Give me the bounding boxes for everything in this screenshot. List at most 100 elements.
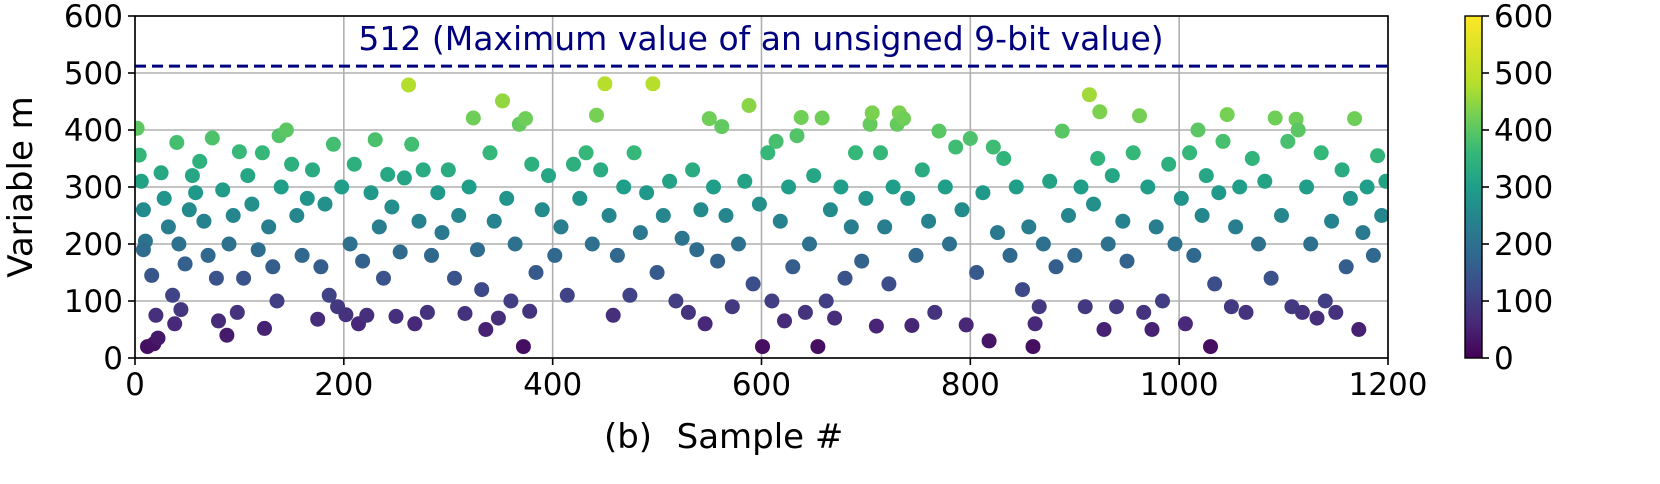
y-tick-label: 600	[64, 0, 123, 35]
data-point	[689, 242, 705, 258]
data-point	[1313, 145, 1329, 161]
data-point	[1109, 299, 1124, 315]
data-point	[559, 287, 575, 303]
data-point	[777, 313, 792, 329]
data-point	[1067, 247, 1083, 263]
data-point	[896, 111, 911, 127]
colorbar-tick-label: 100	[1494, 284, 1553, 320]
data-point	[299, 190, 315, 206]
data-point	[1299, 179, 1315, 195]
data-point	[662, 173, 678, 189]
data-point	[461, 179, 477, 195]
data-point	[1290, 122, 1306, 138]
data-point	[810, 339, 826, 355]
data-point	[566, 156, 581, 172]
data-point	[877, 219, 893, 235]
data-point	[169, 135, 185, 150]
data-point	[1370, 148, 1386, 164]
data-point	[518, 111, 533, 127]
data-point	[211, 313, 226, 329]
data-point	[1144, 322, 1160, 337]
data-point	[645, 76, 661, 92]
data-point	[265, 259, 281, 275]
data-point	[962, 131, 978, 146]
y-tick-label: 0	[103, 341, 123, 377]
data-point	[1232, 179, 1248, 195]
data-point	[367, 132, 383, 148]
data-point	[148, 307, 164, 323]
data-point	[1257, 173, 1273, 189]
data-point	[1251, 236, 1266, 252]
data-point	[430, 185, 446, 201]
data-point	[524, 156, 540, 172]
data-point	[745, 276, 761, 292]
data-point	[632, 225, 648, 241]
data-point	[900, 190, 916, 206]
data-point	[655, 208, 671, 223]
data-point	[1115, 213, 1131, 229]
data-point	[1342, 190, 1358, 206]
data-point	[680, 304, 696, 320]
data-point	[806, 168, 822, 184]
data-point	[1027, 316, 1043, 332]
data-point	[706, 179, 721, 195]
data-point	[572, 190, 588, 206]
data-point	[1274, 208, 1289, 223]
data-point	[969, 265, 985, 280]
data-point	[1025, 339, 1041, 355]
data-point	[1280, 133, 1296, 149]
data-point	[388, 308, 404, 324]
x-axis-title: Sample #	[677, 417, 844, 457]
data-point	[843, 219, 859, 235]
data-point	[814, 110, 830, 126]
y-axis-title: Variable m	[1, 96, 41, 278]
data-point	[772, 213, 788, 229]
data-point	[751, 196, 767, 212]
data-point	[547, 247, 563, 263]
data-point	[346, 156, 362, 172]
data-point	[1317, 293, 1333, 309]
data-point	[219, 327, 235, 343]
colorbar-gradient	[1464, 15, 1483, 359]
data-point	[289, 208, 305, 223]
axes: 0 200 400 600 800 1000 1200 0 100 200 300 400 500 600	[64, 0, 1428, 403]
data-point	[188, 185, 204, 201]
data-point	[257, 320, 272, 336]
data-point	[914, 162, 930, 178]
data-point	[1148, 219, 1164, 235]
data-point	[609, 247, 625, 263]
data-point	[1374, 208, 1388, 223]
data-point	[515, 339, 531, 355]
data-point	[244, 196, 260, 212]
data-point	[904, 318, 920, 333]
data-point	[273, 179, 289, 195]
data-point	[760, 145, 776, 161]
data-point	[380, 167, 396, 182]
data-point	[1090, 151, 1106, 166]
data-point	[1190, 122, 1206, 138]
data-point	[363, 185, 379, 201]
data-point	[135, 242, 151, 258]
data-point	[622, 287, 638, 303]
data-point	[424, 247, 439, 263]
data-point	[1100, 236, 1116, 252]
data-point	[1198, 168, 1214, 184]
y-tick-label: 400	[64, 113, 123, 149]
data-point	[1104, 168, 1120, 184]
data-point	[184, 168, 200, 184]
data-point	[1228, 219, 1244, 235]
data-point	[1194, 208, 1210, 223]
data-point	[541, 168, 556, 184]
data-point	[478, 322, 494, 337]
data-point	[1334, 162, 1350, 178]
data-point	[240, 168, 256, 184]
data-point	[1092, 104, 1108, 120]
data-point	[503, 293, 519, 309]
data-point	[204, 130, 220, 146]
data-point	[1211, 185, 1227, 201]
data-point	[927, 304, 943, 320]
data-point	[589, 107, 604, 123]
data-point	[1177, 316, 1193, 332]
data-point	[231, 144, 247, 160]
data-point	[229, 304, 245, 320]
